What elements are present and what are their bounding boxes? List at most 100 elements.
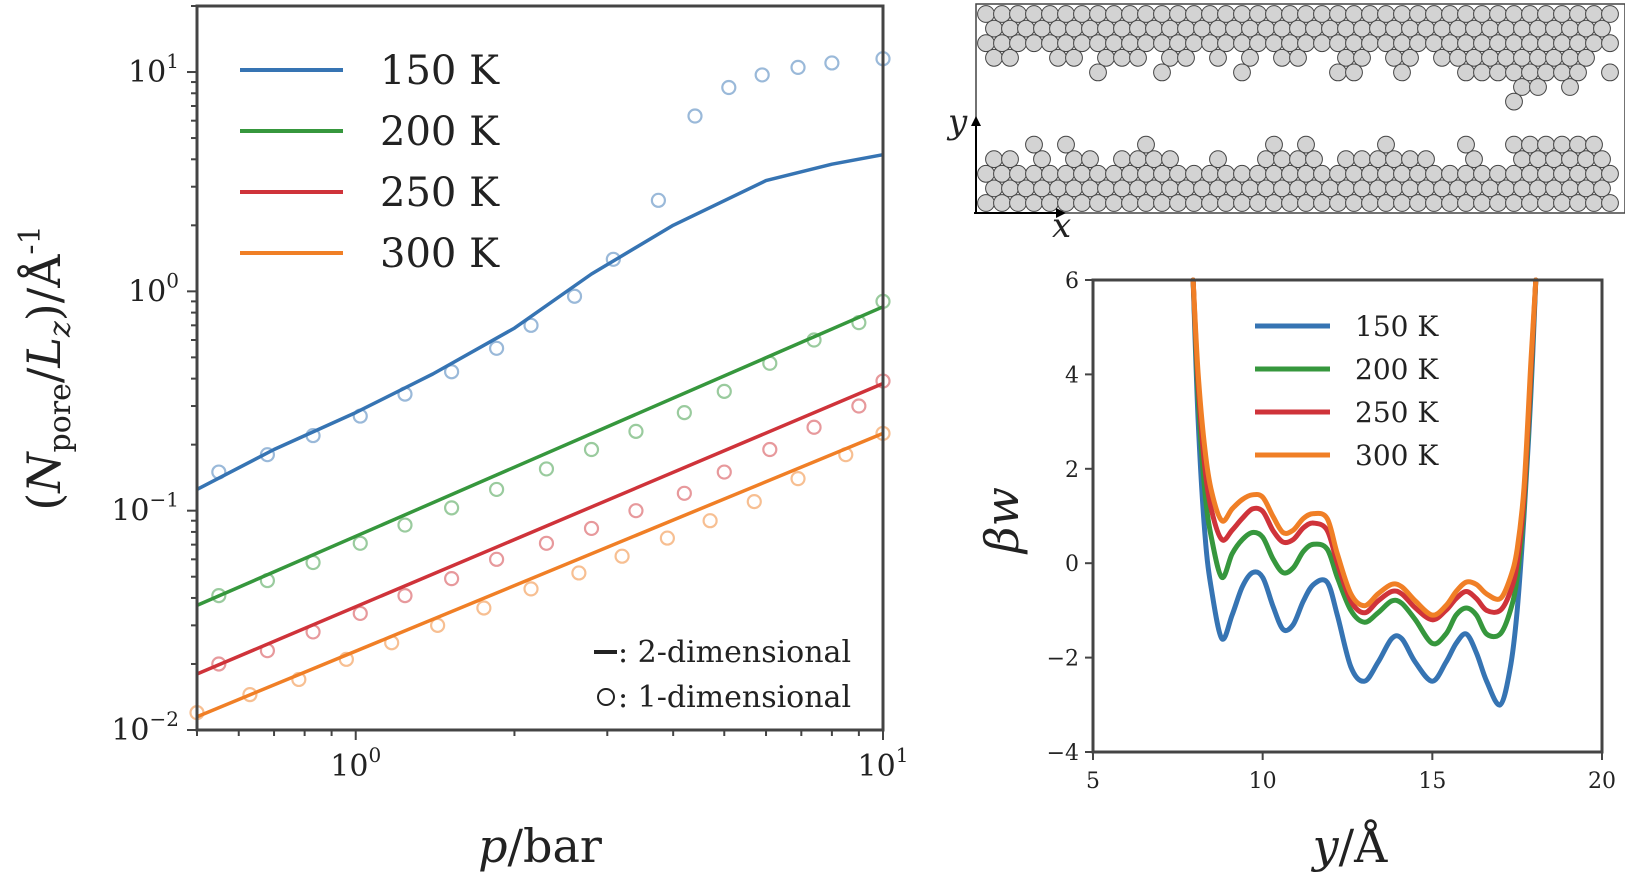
atom [1153, 34, 1171, 53]
atom [1529, 150, 1547, 169]
atom [1137, 34, 1155, 53]
atom [1329, 194, 1347, 212]
atom [1409, 34, 1427, 53]
atom [1129, 179, 1147, 198]
left-marker-notes: : 2-dimensional: 1-dimensional [594, 635, 851, 715]
atom [1153, 194, 1171, 212]
point-200-k [444, 500, 460, 516]
atom [1137, 5, 1155, 23]
atom [1529, 179, 1547, 198]
y-tick-label: 6 [1065, 269, 1079, 294]
atom [1249, 5, 1267, 23]
atom [1497, 19, 1515, 38]
atom [1473, 164, 1491, 183]
atom [1497, 179, 1515, 198]
atom [993, 194, 1011, 212]
atom [1217, 34, 1235, 53]
atom [1217, 194, 1235, 212]
atom [1041, 5, 1059, 23]
atom [1553, 63, 1571, 82]
atom [1337, 48, 1355, 67]
atom [1553, 135, 1571, 154]
atom [1409, 5, 1427, 23]
atom [1057, 164, 1075, 183]
right-y-axis-label: βw [975, 487, 1029, 555]
atom [1577, 179, 1595, 198]
atom [1201, 5, 1219, 23]
left-ticks: 100 101 10−2 10−1 100 101 [111, 5, 908, 784]
atom [1409, 194, 1427, 212]
atom [1281, 34, 1299, 53]
atom [1393, 194, 1411, 212]
point-300-k [571, 565, 587, 581]
atom [1233, 63, 1251, 82]
legend-label-300-k: 300 K [380, 231, 500, 277]
atom [1065, 19, 1083, 38]
atom [1329, 63, 1347, 82]
atom [1033, 19, 1051, 38]
point-200-k [397, 517, 413, 533]
atom [1073, 194, 1091, 212]
atom [1057, 34, 1075, 53]
atom [1457, 164, 1475, 183]
point-250-k [488, 551, 505, 567]
point-300-k [523, 581, 539, 597]
atom [1601, 34, 1619, 53]
atom [1337, 179, 1355, 198]
atom [1065, 48, 1083, 67]
atom [1249, 34, 1267, 53]
atom [1585, 194, 1603, 212]
atom [1057, 5, 1075, 23]
x-tick-label: 20 [1588, 769, 1616, 794]
atom [1601, 164, 1619, 183]
atom [1521, 194, 1539, 212]
atom [1201, 34, 1219, 53]
atom [1465, 19, 1483, 38]
atom [1081, 19, 1099, 38]
atom [1105, 164, 1123, 183]
atom [1481, 179, 1499, 198]
point-150-k [687, 108, 703, 124]
x-tick-label: 5 [1086, 769, 1100, 794]
right-x-axis-label: y/Å [1311, 818, 1388, 873]
atom [1169, 194, 1187, 212]
atom [1505, 63, 1523, 82]
atom [1233, 164, 1251, 183]
left-legend: 150 K 200 K 250 K 300 K [240, 48, 500, 277]
atom [1049, 179, 1067, 198]
point-300-k [838, 447, 854, 463]
atom [1113, 19, 1131, 38]
atom [1441, 194, 1459, 212]
atom [1481, 48, 1499, 67]
atom [1353, 150, 1371, 169]
point-250-k [305, 624, 321, 640]
atom [1201, 194, 1219, 212]
y-tick-label: −4 [1047, 741, 1079, 766]
atom [1489, 63, 1507, 82]
atom [1185, 194, 1203, 212]
atom [1153, 164, 1171, 183]
point-250-k [444, 571, 460, 587]
atom [1185, 5, 1203, 23]
atom [1169, 34, 1187, 53]
atom [1561, 150, 1579, 169]
atom [1425, 5, 1443, 23]
atom [1361, 5, 1379, 23]
atom [1545, 48, 1563, 67]
point-150-k [754, 67, 770, 83]
atom [1313, 164, 1331, 183]
point-150-k [605, 251, 621, 267]
atom [1465, 150, 1483, 169]
atom [1425, 34, 1443, 53]
atom [1529, 19, 1547, 38]
atom [1529, 48, 1547, 67]
atom [1345, 5, 1363, 23]
atom [1353, 19, 1371, 38]
atom [1401, 179, 1419, 198]
atom [1009, 34, 1027, 53]
atom [1305, 19, 1323, 38]
atom [1193, 179, 1211, 198]
atom [1361, 194, 1379, 212]
atom [1145, 179, 1163, 198]
